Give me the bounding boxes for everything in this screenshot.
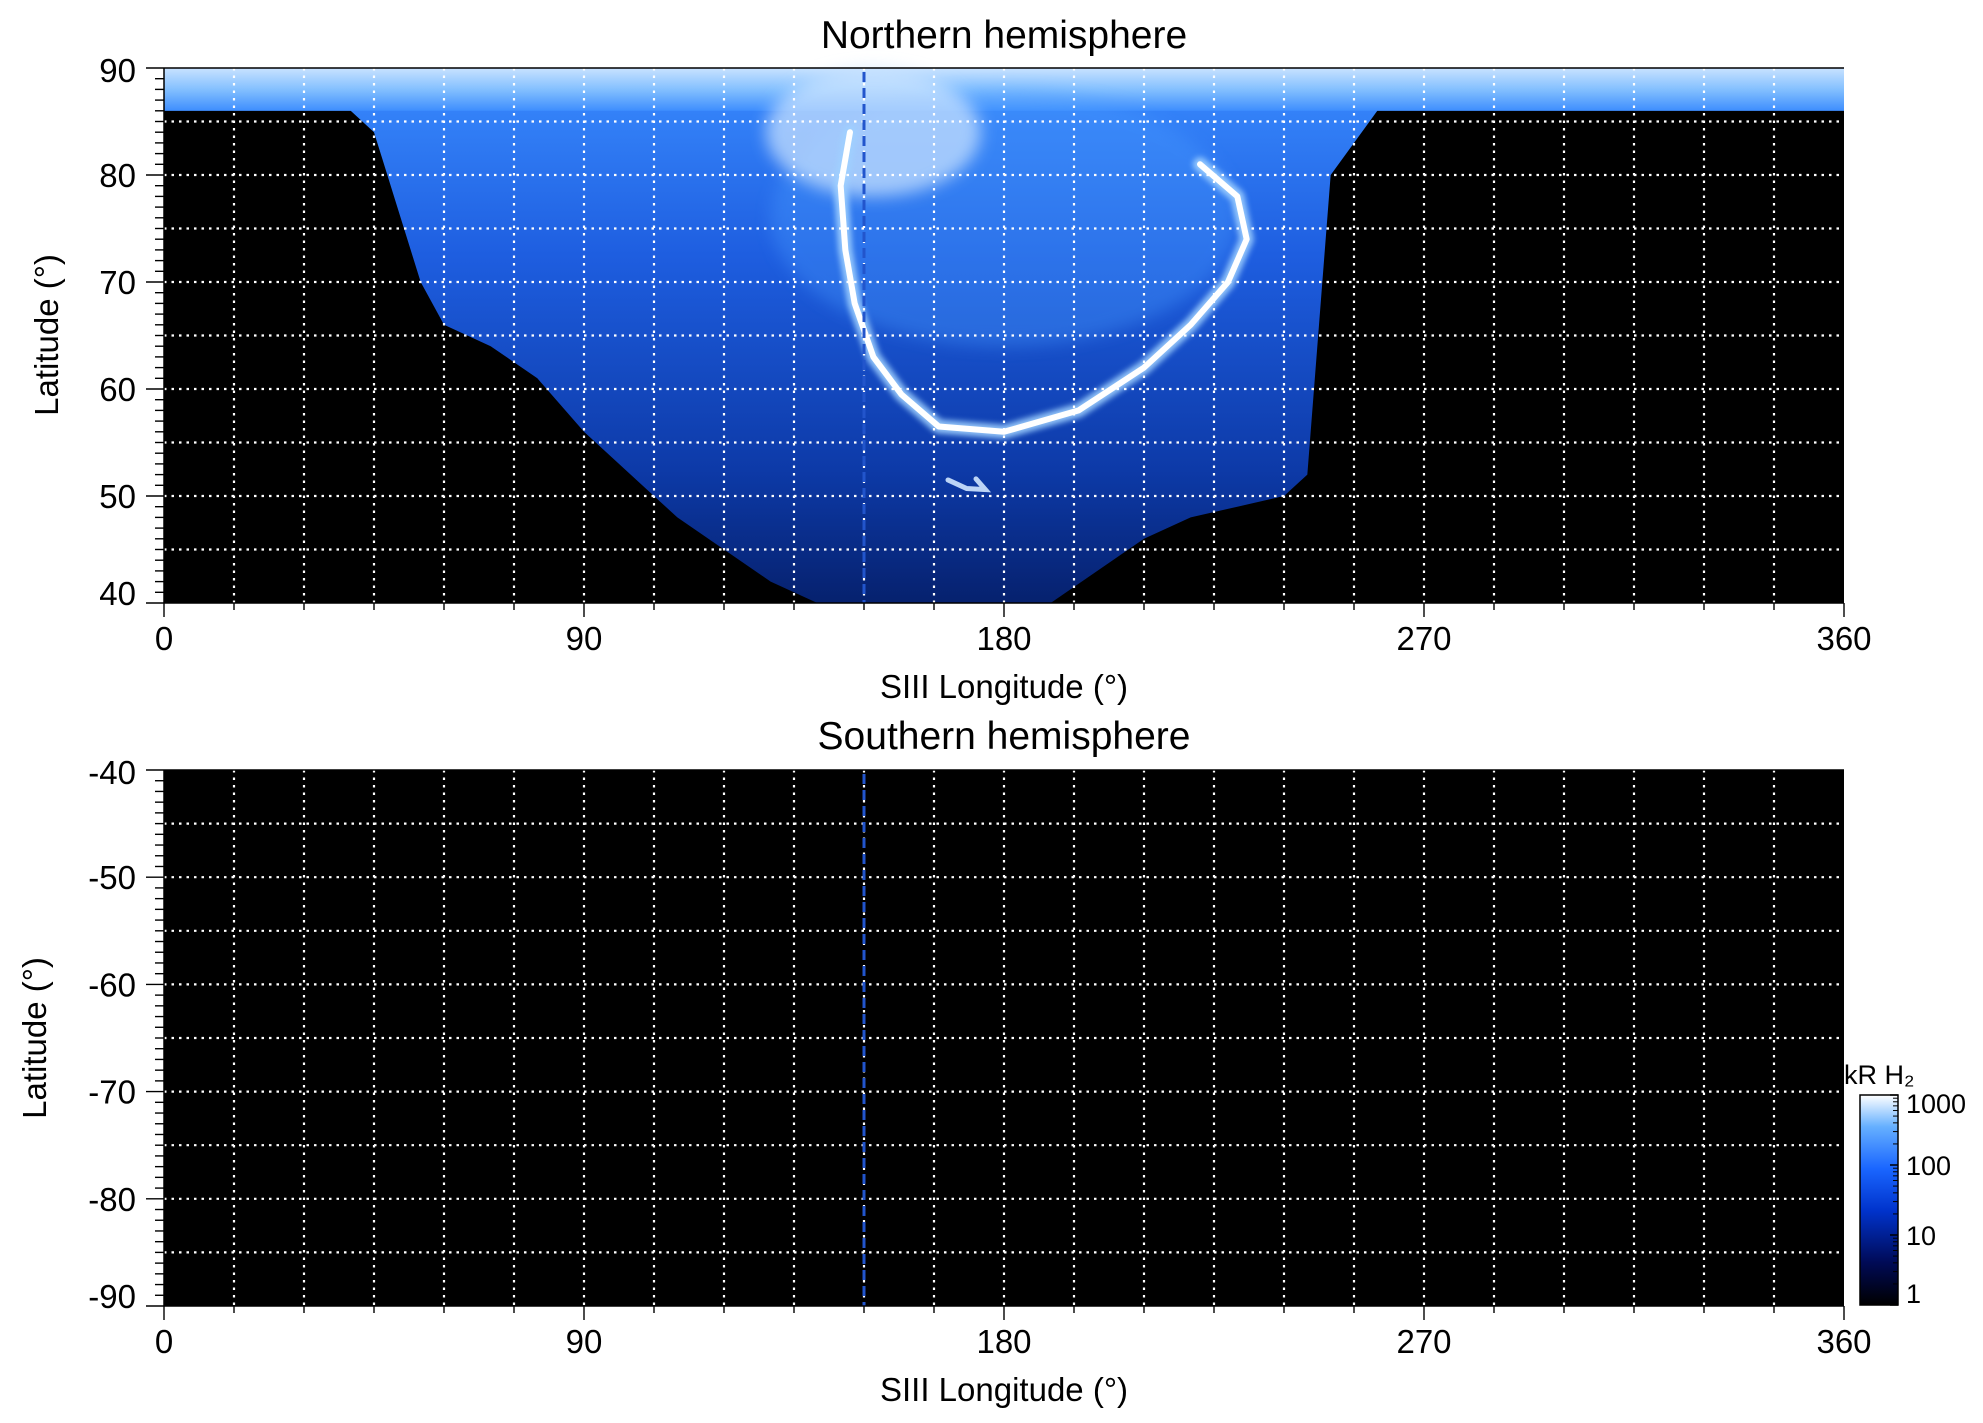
south-axes: 0 90 180 270 360 -40 -50 -60 -70 -80 -90 (88, 754, 1871, 1360)
south-y-tick-label: -50 (88, 859, 136, 896)
north-y-tick-label: 60 (99, 371, 136, 408)
north-y-tick-label: 90 (99, 52, 136, 89)
north-y-tick-label: 70 (99, 264, 136, 301)
south-grid (164, 770, 1844, 1306)
south-x-tick-label: 90 (566, 1323, 603, 1360)
colorbar-tick-label: 10 (1906, 1221, 1936, 1251)
north-y-tick-label: 50 (99, 478, 136, 515)
north-panel: Northern hemisphere 0 90 180 270 360 40 50 60 70… (28, 14, 1872, 705)
north-grid (164, 68, 1844, 603)
colorbar-gradient (1859, 1094, 1899, 1306)
north-x-tick-label: 180 (976, 620, 1031, 657)
north-x-tick-label: 270 (1396, 620, 1451, 657)
colorbar-ticks: 1 10 100 1000 (1890, 1089, 1966, 1309)
north-y-tick-label: 80 (99, 157, 136, 194)
north-x-tick-label: 360 (1816, 620, 1871, 657)
north-x-axis-label: SIII Longitude (°) (880, 668, 1128, 705)
north-y-axis-label: Latitude (°) (28, 254, 65, 416)
colorbar-tick-label: 1 (1906, 1279, 1921, 1309)
south-panel: Southern hemisphere 0 90 180 270 360 -40 -50 -6… (16, 715, 1872, 1408)
south-x-tick-label: 360 (1816, 1323, 1871, 1360)
colorbar-tick-label: 100 (1906, 1151, 1951, 1181)
inner-arc (945, 476, 992, 493)
south-x-tick-label: 0 (155, 1323, 173, 1360)
north-axes: 0 90 180 270 360 40 50 60 70 80 90 (99, 52, 1871, 657)
south-x-axis-label: SIII Longitude (°) (880, 1371, 1128, 1408)
south-x-tick-label: 270 (1396, 1323, 1451, 1360)
colorbar-tick-label: 1000 (1906, 1089, 1966, 1119)
colorbar-title: kR H₂ (1844, 1060, 1914, 1090)
north-x-tick-label: 0 (155, 620, 173, 657)
south-x-tick-label: 180 (976, 1323, 1031, 1360)
south-y-tick-label: -90 (88, 1278, 136, 1315)
north-y-tick-label: 40 (99, 575, 136, 612)
south-y-axis-label: Latitude (°) (16, 957, 53, 1119)
colorbar: kR H₂ 1 10 100 1000 (1844, 1060, 1966, 1309)
south-y-tick-label: -80 (88, 1181, 136, 1218)
main-oval (837, 129, 1250, 435)
north-x-tick-label: 90 (566, 620, 603, 657)
south-title: Southern hemisphere (818, 715, 1191, 758)
south-y-tick-label: -60 (88, 966, 136, 1003)
south-y-tick-label: -70 (88, 1074, 136, 1111)
dawn-bright-spot (766, 68, 981, 197)
south-y-tick-label: -40 (88, 754, 136, 791)
north-title: Northern hemisphere (821, 14, 1187, 57)
